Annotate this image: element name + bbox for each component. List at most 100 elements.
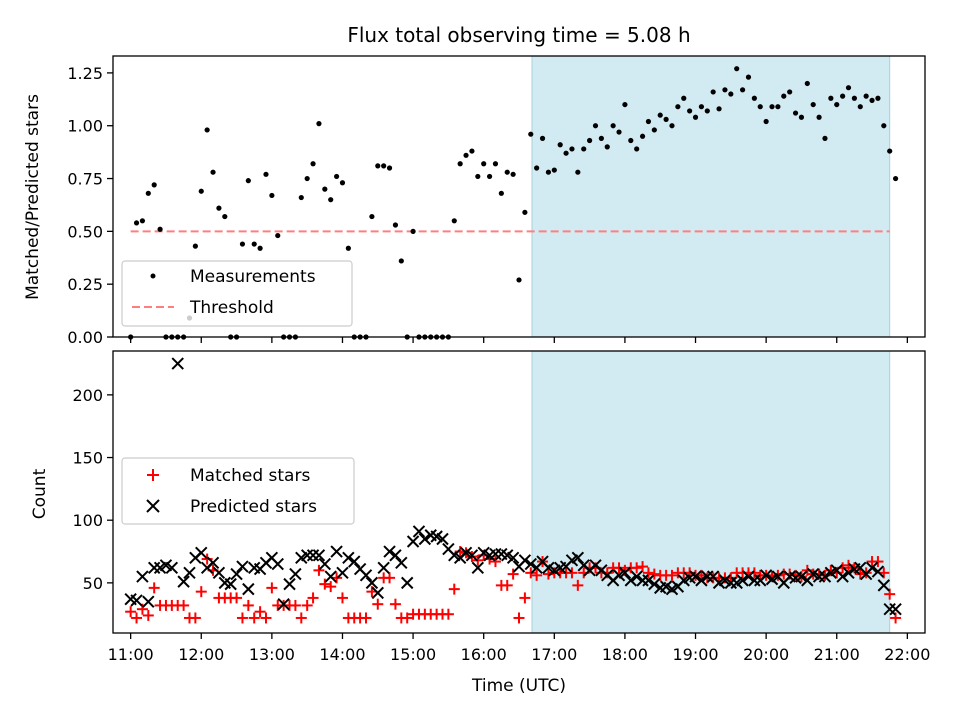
predicted-star-point [877,579,891,592]
measurement-point [551,167,557,173]
predicted-star-point [130,594,143,607]
predicted-star-point [400,576,414,590]
matched-star-point [637,561,649,573]
predicted-star-point [412,525,426,538]
observing-window-shade [531,55,891,338]
matched-star-point [648,568,660,580]
measurement-point [581,146,587,152]
matched-star-point [843,559,855,571]
measurement-point [816,114,822,120]
measurement-point [787,89,793,95]
measurement-point [463,152,469,158]
predicted-star-point [436,532,449,546]
measurement-point [687,108,693,114]
measurement-point [469,148,475,154]
matched-star-point [313,564,325,576]
measurement-point [245,178,251,184]
matched-star-point [131,612,143,624]
x-tick-label: 15:00 [390,645,436,664]
measurement-point [869,97,875,103]
matched-star-point [236,612,248,624]
x-axis-label: Time (UTC) [471,676,566,696]
measurement-point [139,218,146,224]
matched-star-point [319,578,331,590]
y-tick-label: 0.00 [67,328,103,347]
measurement-point [516,277,522,283]
predicted-star-point [489,547,502,561]
measurement-point [333,173,340,180]
measurement-point [386,165,393,171]
matched-star-point [801,564,813,576]
measurement-point [204,127,210,133]
measurement-point [881,123,887,129]
predicted-star-point [271,557,284,571]
y-tick-label: 0.75 [67,170,103,189]
matched-star-point [531,569,543,581]
measurement-point [681,95,687,101]
predicted-star-point [365,576,379,590]
measurement-point [657,112,663,118]
measurement-point [392,222,399,228]
measurement-point [845,85,852,91]
measurement-point [598,135,604,141]
predicted-star-point [418,532,432,546]
measurement-point [539,135,546,141]
measurement-point [192,243,198,249]
measurement-point [775,104,781,110]
measurement-point [704,108,710,114]
y-tick-label: 200 [72,386,103,405]
measurement-point [739,87,746,93]
predicted-star-point [342,551,355,565]
chart-title: Flux total observing time = 5.08 h [347,23,690,47]
predicted-star-point [377,561,390,575]
top-legend-box [121,260,353,327]
predicted-star-point [236,560,249,573]
measurement-point [522,209,528,215]
measurement-point [822,135,828,141]
measurement-point [492,161,499,167]
legend-predicted-label: Predicted stars [190,497,317,517]
predicted-star-point [883,602,896,616]
predicted-star-point [842,566,855,580]
predicted-star-point [471,561,485,575]
predicted-star-point [371,586,384,600]
predicted-star-point [812,570,826,583]
matched-star-point [401,612,413,624]
measurement-point [604,144,610,150]
measurement-point [345,245,351,251]
measurement-point [239,241,246,247]
x-tick-label: 11:00 [108,645,154,664]
measurement-point [875,95,881,101]
measurement-point [634,146,640,152]
predicted-star-point [624,574,638,587]
measurement-point [316,121,322,127]
measurement-point [587,137,593,144]
predicted-star-point [630,570,643,583]
matched-star-point [289,599,301,611]
measurement-point [381,163,387,169]
matched-star-point [666,569,678,581]
matched-star-point [360,612,372,624]
predicted-star-point [406,535,420,548]
matched-star-point [489,556,501,568]
measurement-point [645,118,652,125]
predicted-star-point [395,556,408,570]
matched-star-point [448,583,460,595]
legend-threshold-label: Threshold [189,298,274,318]
predicted-star-point [724,576,738,590]
legend-matched-marker [147,469,159,481]
predicted-star-point [177,575,190,588]
y-tick-label: 100 [72,511,103,530]
matched-star-point [572,579,584,591]
predicted-star-point [324,570,337,583]
measurement-point [851,95,857,101]
predicted-star-point [300,549,314,562]
predicted-star-point [330,545,343,558]
measurement-point [745,74,752,80]
matched-star-point [442,608,454,620]
bottom-y-axis-label: Count [30,468,50,519]
predicted-star-point [689,570,702,583]
x-tick-label: 21:00 [814,645,860,664]
predicted-star-point [230,567,243,581]
